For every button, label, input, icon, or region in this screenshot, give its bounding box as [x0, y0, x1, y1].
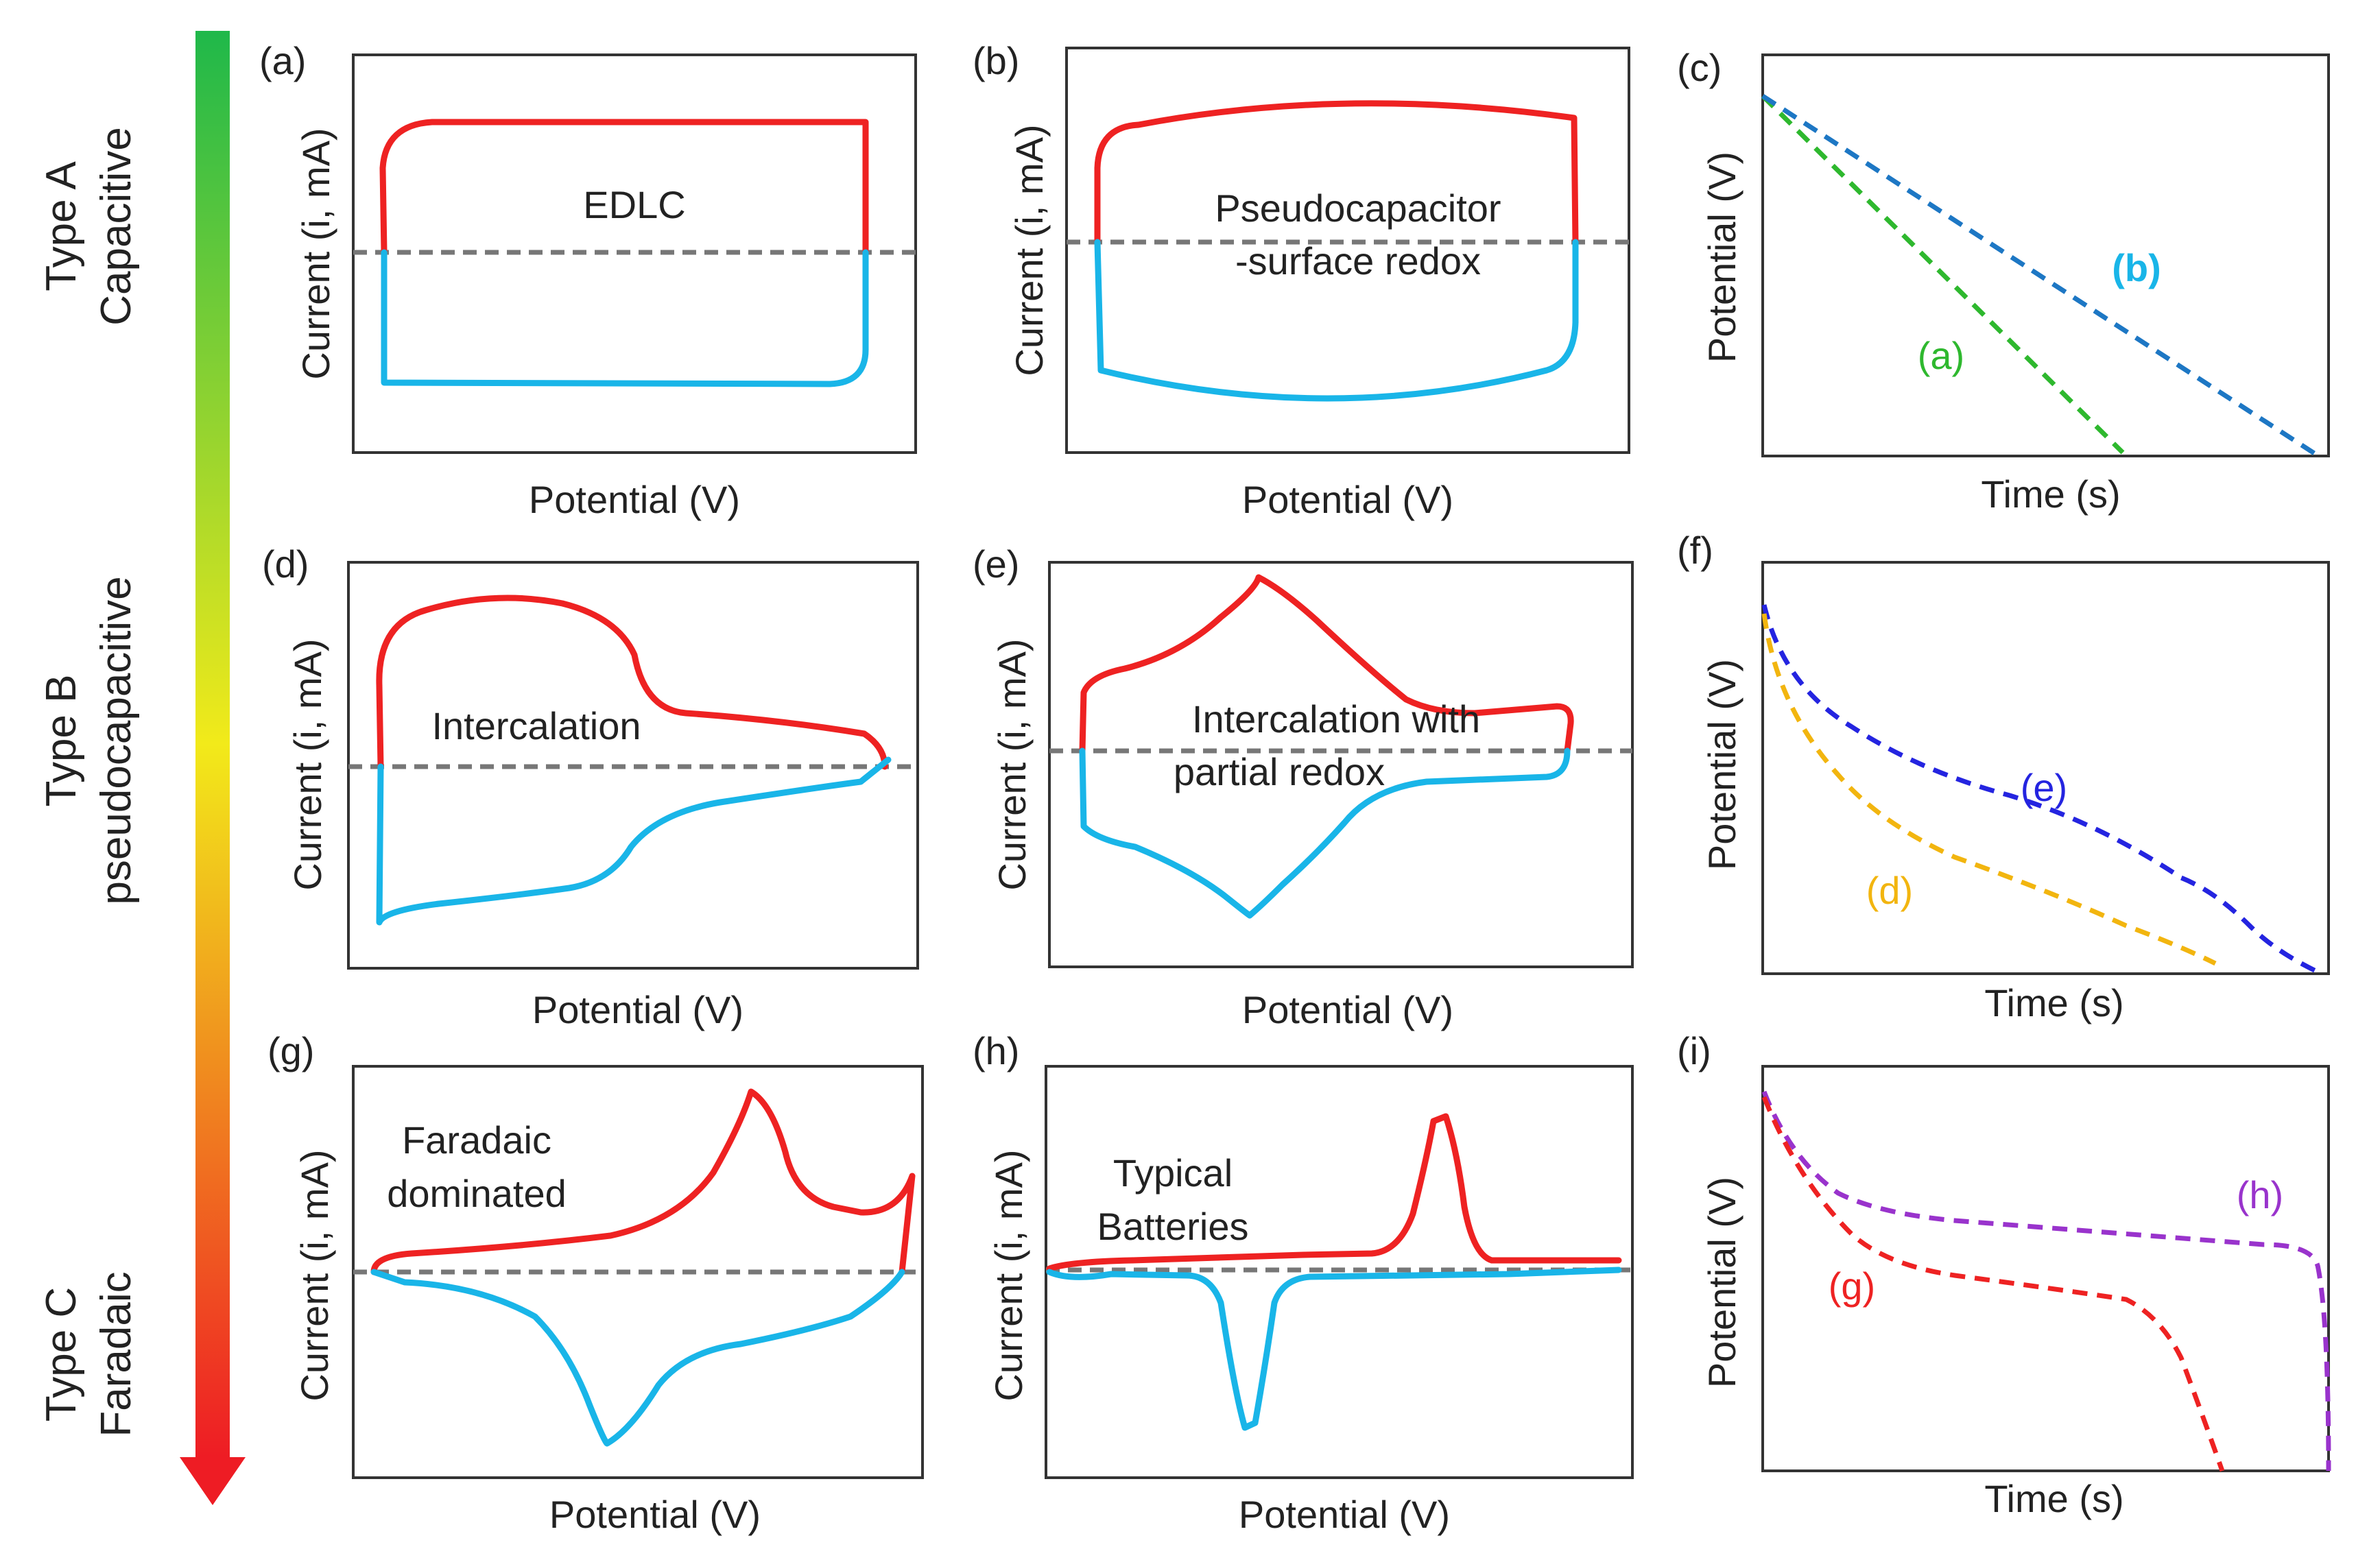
- gradient-arrow-shaft: [195, 31, 230, 1457]
- panel-i-series-g-label: (g): [1829, 1264, 1875, 1308]
- panel-b-discharge-curve: [1094, 239, 1579, 402]
- row-label-type-b: Type B pseudocapacitive: [38, 576, 140, 904]
- panel-e-xlabel: Potential (V): [1242, 988, 1453, 1031]
- panel-b-charge-curve: [1094, 100, 1579, 245]
- panel-g-annotation-line-2: dominated: [387, 1172, 567, 1215]
- row-c-kind: Faradaic: [93, 1271, 140, 1437]
- row-a-kind: Capacitive: [93, 127, 140, 325]
- panel-g-discharge-curve: [370, 1269, 905, 1447]
- panel-f-ylabel: Potential (V): [1700, 659, 1744, 870]
- panel-a: (a) EDLC Potential (V) Current (i, mA): [259, 39, 917, 521]
- panel-c-series-b-line: [1761, 94, 2323, 460]
- panel-h-annotation-line-1: Typical: [1113, 1151, 1233, 1195]
- panel-a-charge-curve: [379, 119, 869, 256]
- row-b-type: Type B: [38, 675, 85, 807]
- gradient-arrow-head: [180, 1457, 246, 1505]
- panel-i-letter: (i): [1677, 1029, 1711, 1072]
- panel-g-charge-curve: [370, 1088, 916, 1275]
- panel-g-ylabel: Current (i, mA): [293, 1149, 336, 1401]
- capacitive-to-faradaic-arrow: [180, 31, 246, 1505]
- panel-e-charge-curve: [1079, 574, 1574, 754]
- panel-i-series-h-line: [1761, 1090, 2331, 1472]
- panel-a-xlabel: Potential (V): [529, 478, 740, 521]
- panel-f-frame: [1761, 561, 2330, 975]
- panel-e: (e) Intercalation with partial redox Pot…: [973, 542, 1634, 1031]
- panel-d: (d) Intercalation Potential (V) Current …: [262, 542, 919, 1031]
- panel-e-annotation-line-1: Intercalation with: [1192, 697, 1480, 741]
- panel-a-annotation: EDLC: [583, 183, 685, 226]
- panel-f-xlabel: Time (s): [1984, 981, 2123, 1024]
- panel-c: (c) (a) (b) Time (s) Potential (V): [1677, 46, 2330, 516]
- panel-f-series-d-line: [1761, 613, 2217, 966]
- panel-i-ylabel: Potential (V): [1700, 1177, 1744, 1388]
- panel-h-annotation-line-2: Batteries: [1097, 1205, 1249, 1248]
- panel-d-charge-curve: [376, 595, 888, 770]
- panel-i: (i) (h) (g) Time (s) Potential (V): [1677, 1029, 2331, 1520]
- panel-e-frame: [1048, 561, 1634, 968]
- panel-b-annotation-line-1: Pseudocapacitor: [1215, 187, 1501, 230]
- panel-h-ylabel: Current (i, mA): [987, 1149, 1030, 1401]
- row-a-type: Type A: [38, 161, 85, 291]
- row-c-type: Type C: [38, 1287, 85, 1421]
- panel-c-letter: (c): [1677, 46, 1722, 89]
- panel-a-frame: [352, 53, 917, 454]
- panel-c-xlabel: Time (s): [1981, 472, 2120, 516]
- panel-g: (g) Faradaic dominated Potential (V) Cur…: [267, 1029, 924, 1536]
- panel-i-series-h-label: (h): [2237, 1173, 2283, 1216]
- panel-d-discharge-curve: [376, 756, 892, 926]
- panel-e-letter: (e): [973, 542, 1019, 586]
- panel-f-series-e-line: [1761, 604, 2323, 976]
- panel-h: (h) Typical Batteries Potential (V) Curr…: [973, 1029, 1634, 1536]
- panel-d-letter: (d): [262, 542, 309, 586]
- panel-d-ylabel: Current (i, mA): [286, 638, 329, 890]
- panel-g-xlabel: Potential (V): [549, 1493, 761, 1536]
- panel-b-ylabel: Current (i, mA): [1008, 124, 1051, 376]
- panel-e-annotation-line-2: partial redox: [1174, 750, 1385, 793]
- panel-a-letter: (a): [259, 39, 306, 82]
- row-label-type-a: Type A Capacitive: [38, 127, 140, 325]
- panel-f: (f) (e) (d) Time (s) Potential (V): [1677, 529, 2330, 1024]
- panel-h-discharge-curve: [1046, 1267, 1622, 1431]
- panel-h-letter: (h): [973, 1029, 1019, 1072]
- panel-h-xlabel: Potential (V): [1239, 1493, 1450, 1536]
- panel-f-series-e-label: (e): [2021, 766, 2067, 809]
- panel-i-xlabel: Time (s): [1984, 1477, 2123, 1520]
- panel-e-ylabel: Current (i, mA): [990, 638, 1034, 890]
- panel-b-letter: (b): [973, 39, 1019, 82]
- panel-a-discharge-curve: [381, 249, 869, 387]
- panel-c-series-a-line: [1761, 94, 2125, 455]
- panel-h-charge-curve: [1046, 1113, 1622, 1272]
- panel-c-series-b-label: (b): [2112, 246, 2161, 289]
- panel-b-annotation-line-2: -surface redox: [1235, 239, 1481, 283]
- row-label-type-c: Type C Faradaic: [38, 1271, 140, 1437]
- panel-a-ylabel: Current (i, mA): [294, 128, 337, 379]
- row-b-kind: pseudocapacitive: [93, 576, 140, 904]
- panel-b-xlabel: Potential (V): [1242, 478, 1453, 521]
- panel-i-series-g-line: [1761, 1096, 2225, 1472]
- panel-c-ylabel: Potential (V): [1700, 152, 1744, 363]
- panel-c-series-a-label: (a): [1918, 334, 1964, 377]
- panel-f-series-d-label: (d): [1866, 869, 1913, 912]
- panel-g-annotation-line-1: Faradaic: [402, 1118, 551, 1162]
- panel-c-frame: [1761, 53, 2330, 457]
- panel-f-letter: (f): [1677, 529, 1713, 572]
- panel-e-discharge-curve: [1079, 747, 1571, 919]
- panel-g-letter: (g): [267, 1029, 314, 1072]
- panel-d-annotation: Intercalation: [431, 704, 641, 747]
- panel-d-xlabel: Potential (V): [532, 988, 743, 1031]
- panel-b: (b) Pseudocapacitor -surface redox Poten…: [973, 39, 1630, 521]
- panel-i-frame: [1761, 1065, 2330, 1472]
